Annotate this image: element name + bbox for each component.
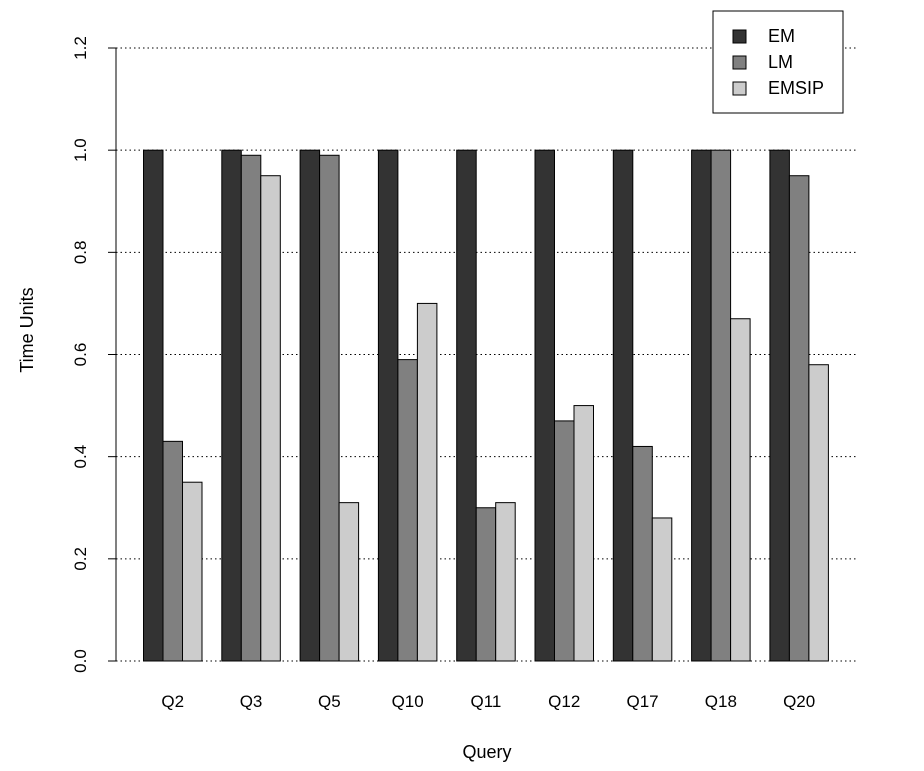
bar-q12-emsip bbox=[573, 405, 594, 662]
bar-q17-lm bbox=[632, 445, 653, 662]
bar-q3-emsip bbox=[260, 175, 281, 662]
x-tick-label: Q12 bbox=[548, 692, 580, 711]
bar-q11-emsip bbox=[495, 502, 516, 662]
legend: EM LM EMSIP bbox=[712, 10, 844, 114]
bar-q11-lm bbox=[475, 507, 497, 662]
y-axis-title: Time Units bbox=[17, 287, 37, 372]
bar-q2-emsip bbox=[182, 481, 203, 662]
x-tick-label: Q2 bbox=[161, 692, 184, 711]
x-tick-label: Q10 bbox=[392, 692, 424, 711]
y-tick-label: 0.2 bbox=[71, 547, 90, 571]
x-tick-label: Q5 bbox=[318, 692, 341, 711]
legend-label-emsip: EMSIP bbox=[768, 78, 824, 98]
bar-q2-lm bbox=[162, 440, 183, 662]
bar-q17-emsip bbox=[651, 517, 673, 662]
bar-q17-em bbox=[612, 149, 634, 662]
bar-q12-lm bbox=[554, 420, 575, 662]
bar-q10-lm bbox=[397, 359, 418, 662]
bar-q18-lm bbox=[710, 149, 732, 662]
x-tick-label: Q18 bbox=[705, 692, 737, 711]
bars bbox=[143, 149, 829, 662]
y-tick-label: 1.0 bbox=[71, 138, 90, 162]
x-axis-title: Query bbox=[462, 742, 511, 762]
x-tick-labels: Q2 Q3 Q5 Q10 Q11 Q12 Q17 Q18 Q20 bbox=[161, 692, 815, 711]
bar-q2-em bbox=[143, 149, 164, 662]
bar-q20-lm bbox=[788, 175, 810, 662]
legend-label-lm: LM bbox=[768, 52, 793, 72]
bar-q5-em bbox=[299, 149, 321, 662]
bar-q5-emsip bbox=[338, 502, 360, 662]
bar-q3-lm bbox=[240, 154, 262, 662]
bar-q3-em bbox=[221, 149, 242, 662]
bar-q10-emsip bbox=[416, 302, 438, 662]
x-tick-label: Q11 bbox=[471, 692, 502, 711]
x-tick-label: Q17 bbox=[626, 692, 658, 711]
bar-q11-em bbox=[456, 149, 477, 662]
bar-q5-lm bbox=[319, 154, 340, 662]
bar-q20-em bbox=[769, 149, 790, 662]
y-tick-label: 0.8 bbox=[71, 241, 90, 265]
legend-label-em: EM bbox=[768, 26, 795, 46]
bar-q20-emsip bbox=[808, 364, 829, 662]
y-axis: 0.0 0.2 0.4 0.6 0.8 1.0 1.2 bbox=[71, 36, 117, 673]
y-tick-label: 0.6 bbox=[71, 343, 90, 367]
x-tick-label: Q20 bbox=[783, 692, 815, 711]
y-tick-label: 0.0 bbox=[71, 649, 90, 673]
y-tick-label: 0.4 bbox=[71, 445, 90, 469]
bar-q10-em bbox=[377, 149, 399, 662]
bar-q12-em bbox=[534, 149, 555, 662]
bar-q18-emsip bbox=[730, 318, 751, 662]
legend-swatch-emsip bbox=[732, 81, 747, 96]
y-tick-label: 1.2 bbox=[71, 36, 90, 60]
legend-swatch-lm bbox=[732, 55, 747, 70]
x-tick-label: Q3 bbox=[240, 692, 263, 711]
bar-q18-em bbox=[691, 149, 712, 662]
legend-swatch-em bbox=[732, 29, 747, 44]
